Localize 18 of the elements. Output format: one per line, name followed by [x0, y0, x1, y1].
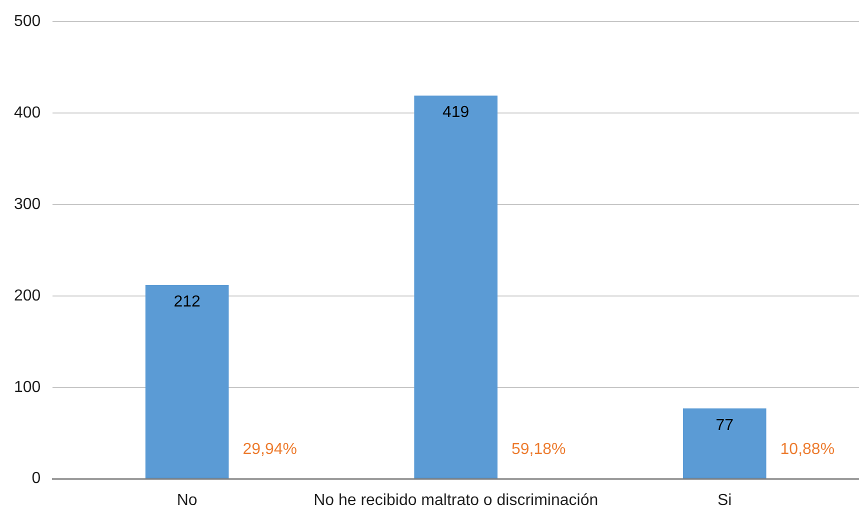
bar	[682, 408, 766, 478]
x-tick-label: No	[176, 492, 198, 509]
annotation: 10,88%	[780, 441, 835, 458]
data-label: 77	[716, 416, 734, 434]
x-tick-label: Si	[718, 492, 732, 509]
data-label: 212	[174, 293, 201, 310]
annotation: 29,94%	[242, 441, 298, 458]
bar	[414, 96, 498, 478]
annotation: 59,18%	[512, 441, 566, 458]
y-tick-label: 500	[14, 13, 41, 30]
y-tick-label: 400	[14, 104, 41, 122]
y-tick-label: 0	[32, 470, 41, 488]
y-tick-label: 100	[14, 378, 41, 396]
y-tick-label: 300	[14, 196, 41, 213]
x-tick-label: No he recibido maltrato o discriminación	[314, 492, 598, 509]
data-label: 419	[442, 104, 470, 122]
y-tick-label: 200	[14, 287, 41, 304]
bar	[145, 284, 229, 478]
